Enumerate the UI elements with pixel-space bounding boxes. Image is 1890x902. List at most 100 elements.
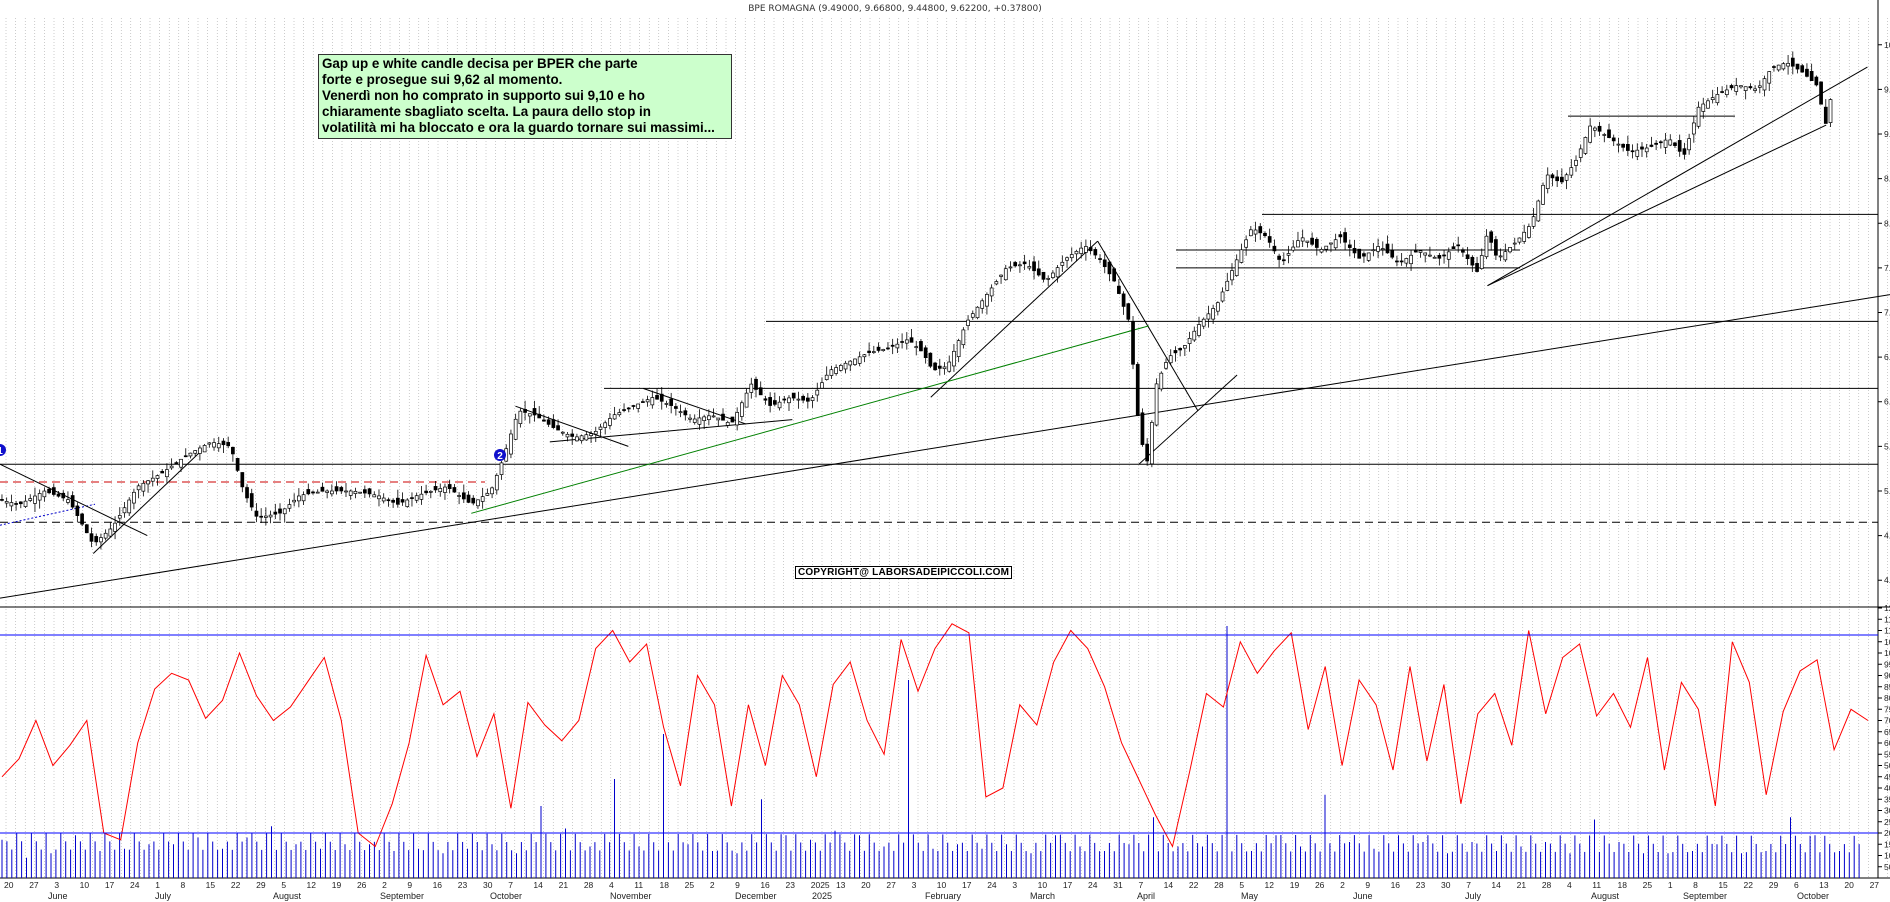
candle-body bbox=[1658, 141, 1663, 144]
candle-body bbox=[838, 365, 843, 371]
candle-body bbox=[1668, 139, 1673, 146]
x-day-label: 23 bbox=[458, 880, 468, 890]
chart-title: BPE ROMAGNA (9.49000, 9.66800, 9.44800, … bbox=[748, 4, 1042, 14]
candle-body bbox=[937, 365, 942, 369]
marker-circle bbox=[0, 444, 6, 456]
trendline bbox=[549, 419, 793, 443]
candle-body bbox=[1621, 143, 1625, 148]
candle-body bbox=[207, 442, 212, 445]
x-month-label: November bbox=[610, 891, 652, 901]
candle-body bbox=[1286, 253, 1291, 256]
candle-body bbox=[1644, 147, 1649, 153]
x-day-label: 4 bbox=[609, 880, 614, 890]
candle-body bbox=[1126, 303, 1131, 320]
candle-body bbox=[1734, 85, 1739, 92]
x-month-label: October bbox=[1797, 891, 1829, 901]
x-day-label: 26 bbox=[1315, 880, 1325, 890]
candle-body bbox=[47, 488, 51, 494]
y-tick-label: 4.5 bbox=[1884, 531, 1890, 541]
candle-body bbox=[480, 496, 485, 502]
candle-body bbox=[18, 501, 23, 505]
analysis-note: Gap up e white candle decisa per BPER ch… bbox=[318, 54, 732, 139]
y-tick-label: 3000 bbox=[1884, 806, 1890, 816]
y-tick-label: 7000 bbox=[1884, 716, 1890, 726]
candle-body bbox=[1352, 248, 1357, 254]
x-day-label: 29 bbox=[1769, 880, 1779, 890]
x-day-label: 13 bbox=[1819, 880, 1829, 890]
candle-body bbox=[51, 487, 56, 495]
y-tick-label: 10500 bbox=[1884, 637, 1890, 647]
candle-body bbox=[523, 409, 527, 413]
y-tick-label: 2000 bbox=[1884, 828, 1890, 838]
x-day-label: 20 bbox=[861, 880, 871, 890]
candle-body bbox=[1173, 350, 1178, 354]
x-month-label: April bbox=[1137, 891, 1155, 901]
candle-body bbox=[1003, 268, 1008, 281]
candle-body bbox=[1640, 146, 1644, 150]
candle-body bbox=[702, 416, 707, 421]
candle-body bbox=[268, 514, 273, 518]
candle-body bbox=[1489, 231, 1494, 243]
candle-body bbox=[1413, 250, 1418, 253]
candle-body bbox=[1823, 106, 1828, 124]
candle-body bbox=[202, 445, 207, 453]
candle-body bbox=[749, 383, 754, 393]
candle-body bbox=[1329, 242, 1333, 245]
candle-body bbox=[84, 524, 89, 534]
marker-circle bbox=[494, 449, 506, 461]
x-day-label: 21 bbox=[559, 880, 569, 890]
y-tick-label: 10000 bbox=[1884, 648, 1890, 658]
candle-body bbox=[787, 397, 791, 404]
x-day-label: 3 bbox=[1012, 880, 1017, 890]
indicator-y-axis: 5001000 1500200025003000 3500400045005000 5… bbox=[0, 603, 1890, 872]
x-day-label: 28 bbox=[1214, 880, 1224, 890]
candle-body bbox=[527, 413, 532, 417]
candle-body bbox=[904, 339, 909, 344]
x-day-label: 3 bbox=[912, 880, 917, 890]
candle-body bbox=[796, 398, 801, 401]
candle-body bbox=[1517, 237, 1522, 243]
x-day-label: 23 bbox=[1416, 880, 1426, 890]
candle-body bbox=[278, 508, 282, 514]
candle-body bbox=[857, 356, 862, 364]
candle-body bbox=[1310, 237, 1314, 245]
x-day-label: 2 bbox=[1340, 880, 1345, 890]
candle-body bbox=[89, 533, 94, 542]
candle-body bbox=[1743, 86, 1748, 91]
note-line: Gap up e white candle decisa per BPER ch… bbox=[322, 56, 638, 71]
candle-body bbox=[1522, 231, 1527, 242]
candle-body bbox=[1263, 232, 1267, 237]
y-tick-label: 4500 bbox=[1884, 772, 1890, 782]
candle-body bbox=[707, 415, 711, 421]
candle-body bbox=[659, 393, 664, 402]
candle-body bbox=[438, 488, 443, 493]
x-month-label: August bbox=[273, 891, 302, 901]
candle-body bbox=[1164, 362, 1168, 369]
candle-body bbox=[179, 458, 183, 468]
candle-body bbox=[1706, 100, 1710, 109]
candle-body bbox=[141, 482, 146, 492]
candle-body bbox=[1098, 258, 1102, 260]
candle-body bbox=[1385, 243, 1390, 254]
x-month-label: February bbox=[925, 891, 962, 901]
candle-body bbox=[395, 497, 400, 505]
candle-body bbox=[1682, 148, 1687, 155]
candle-body bbox=[1201, 318, 1206, 327]
candle-body bbox=[758, 387, 763, 396]
candle-body bbox=[1244, 239, 1248, 248]
candle-body bbox=[669, 398, 674, 406]
x-day-label: 10 bbox=[937, 880, 947, 890]
candle-body bbox=[80, 513, 84, 525]
note-line: chiaramente sbagliato scelta. La paura d… bbox=[322, 104, 651, 119]
candle-body bbox=[589, 433, 593, 437]
candle-body bbox=[1211, 308, 1215, 320]
candle-body bbox=[414, 495, 419, 501]
candle-body bbox=[1234, 259, 1239, 276]
candle-body bbox=[763, 398, 768, 401]
candle-body bbox=[900, 341, 904, 343]
candle-body bbox=[805, 397, 810, 402]
candle-body bbox=[631, 405, 636, 407]
candle-body bbox=[330, 490, 334, 495]
candle-body bbox=[372, 494, 377, 498]
candle-body bbox=[1093, 249, 1098, 256]
